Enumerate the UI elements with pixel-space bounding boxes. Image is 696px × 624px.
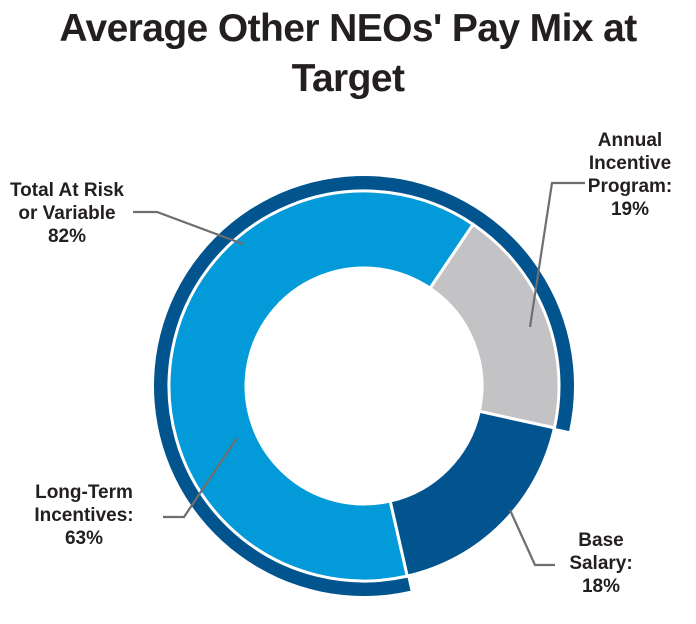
label-long-term-line2: Incentives: [34,505,134,526]
slice-long-term [167,189,476,583]
label-total-at-risk-value: 82% [47,226,87,247]
label-annual-incentive-value: 19% [610,199,650,220]
label-annual-incentive-line2: Incentive [588,153,672,174]
label-long-term-line1: Long-Term [35,482,133,503]
label-total-at-risk-line2: or Variable [18,203,116,224]
slice-annual-incentive [427,222,561,430]
label-annual-incentive-line1: Annual [597,130,663,151]
label-annual-incentive-line3: Program: [587,176,673,197]
leader-base-salary [508,509,555,567]
label-base-salary: Base Salary: 18% [556,529,646,598]
label-base-salary-value: 18% [581,576,621,597]
chart-title-line1: Average Other NEOs' Pay Mix at [59,7,637,50]
label-base-salary-line2: Salary: [569,553,633,574]
label-total-at-risk: Total At Risk or Variable 82% [0,179,134,248]
leader-total-at-risk [133,210,244,246]
chart-title-line2: Target [291,57,405,100]
label-base-salary-line1: Base [578,530,624,551]
label-long-term: Long-Term Incentives: 63% [14,481,154,550]
label-total-at-risk-line1: Total At Risk [9,180,124,201]
leader-long-term [163,437,238,519]
chart-title: Average Other NEOs' Pay Mix at Target [0,4,696,104]
label-annual-incentive: Annual Incentive Program: 19% [570,129,690,221]
label-long-term-value: 63% [64,528,104,549]
leader-annual-incentive [528,181,585,328]
